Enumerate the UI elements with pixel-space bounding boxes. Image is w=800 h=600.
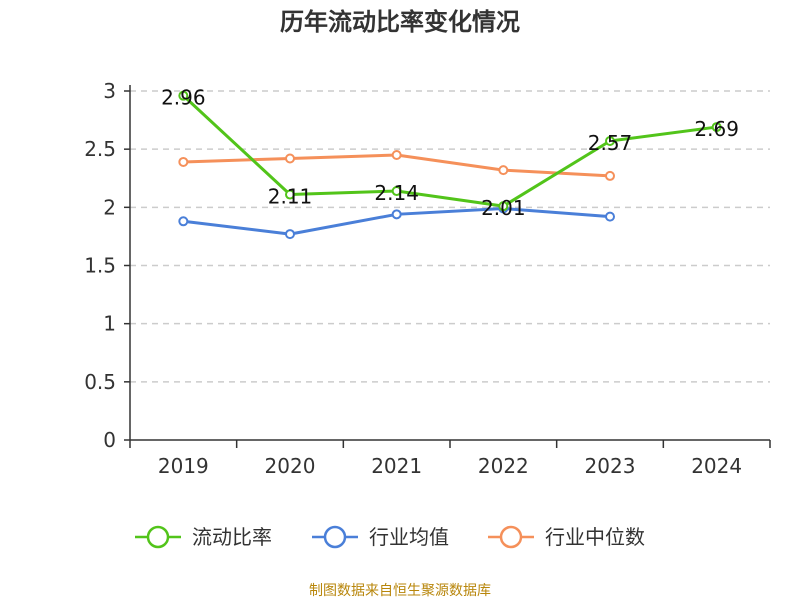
data-point: [391, 209, 402, 220]
y-tick-label: 3: [103, 79, 116, 103]
data-point: [178, 156, 189, 167]
legend-label: 流动比率: [192, 525, 272, 549]
data-label: 2.11: [268, 185, 313, 209]
data-label: 2.14: [374, 181, 419, 205]
legend-label: 行业中位数: [545, 525, 645, 549]
data-labels: 2.96 2.11 2.14 2.01 2.57 2.69: [161, 86, 739, 221]
y-tick-label: 2: [103, 195, 116, 219]
data-point: [498, 165, 509, 176]
data-label: 2.96: [161, 86, 206, 110]
series-line: [182, 94, 717, 208]
y-tick-label: 0.5: [84, 370, 116, 394]
legend-label: 行业均值: [369, 525, 449, 549]
gridlines: [130, 90, 770, 383]
data-point: [391, 149, 402, 160]
y-tick-label: 2.5: [84, 137, 116, 161]
axes: 0 0.5 1 1.5 2 2.5 3 2019 2020 2021 2022 2023 2024: [84, 79, 771, 478]
series-group: [178, 90, 722, 240]
data-label: 2.01: [481, 196, 526, 220]
data-point: [711, 122, 722, 133]
x-tick-label: 2024: [691, 454, 742, 478]
data-point: [498, 201, 509, 212]
chart-title: 历年流动比率变化情况: [280, 8, 520, 36]
y-tick-label: 1.5: [84, 254, 116, 278]
data-point: [605, 211, 615, 222]
data-point: [178, 90, 189, 101]
data-point: [285, 229, 295, 240]
x-tick-label: 2022: [478, 454, 529, 478]
data-label: 2.57: [588, 131, 633, 155]
y-tick-label: 0: [103, 428, 116, 452]
data-point: [178, 216, 189, 227]
legend: 流动比率 行业均值 行业中位数: [135, 525, 645, 549]
data-point: [285, 189, 295, 200]
x-tick-label: 2023: [585, 454, 636, 478]
y-tick-label: 1: [103, 312, 116, 336]
legend-marker: [146, 525, 170, 549]
data-point: [285, 153, 295, 164]
data-point: [605, 170, 615, 181]
data-point: [391, 186, 402, 197]
x-tick-label: 2019: [158, 454, 209, 478]
legend-marker: [323, 525, 347, 549]
data-label: 2.69: [694, 117, 739, 141]
legend-marker: [499, 525, 523, 549]
x-tick-label: 2020: [265, 454, 316, 478]
source-note: 制图数据来自恒生聚源数据库: [309, 583, 491, 599]
data-point: [605, 136, 615, 147]
x-tick-label: 2021: [371, 454, 422, 478]
